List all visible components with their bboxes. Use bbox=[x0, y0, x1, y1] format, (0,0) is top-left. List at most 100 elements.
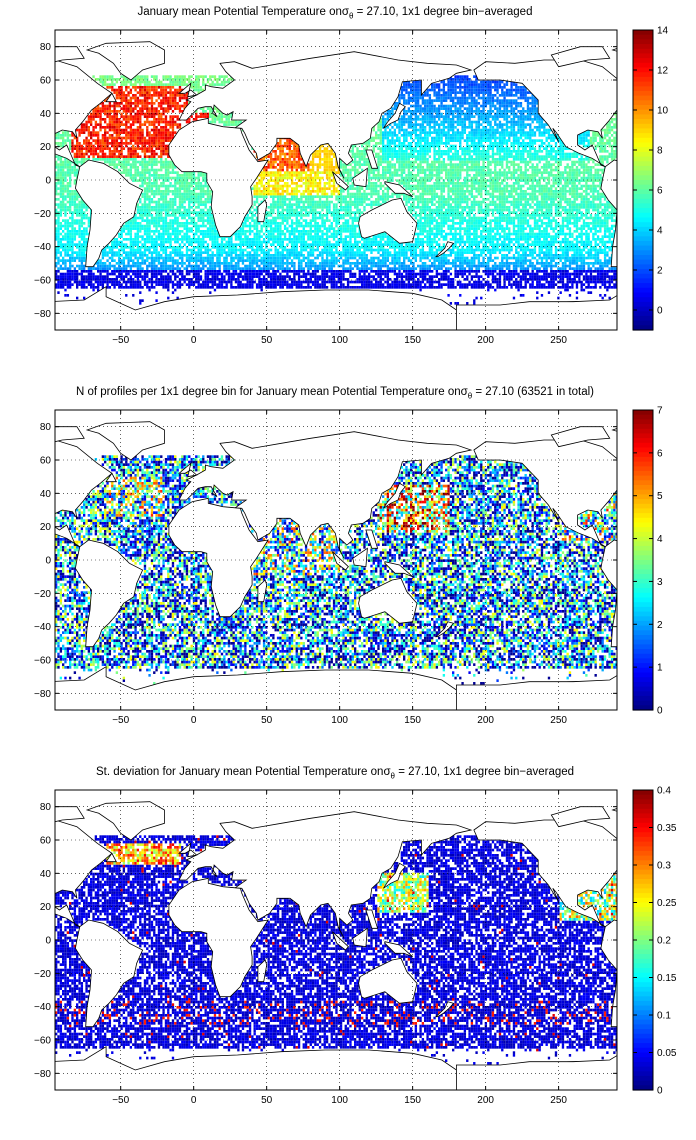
data-cell bbox=[487, 232, 490, 236]
data-cell bbox=[545, 254, 548, 257]
data-cell bbox=[188, 243, 191, 246]
data-cell bbox=[547, 235, 551, 238]
data-cell bbox=[108, 272, 112, 276]
data-cell bbox=[344, 248, 347, 252]
data-cell bbox=[442, 219, 446, 222]
data-cell bbox=[318, 254, 322, 257]
data-cell bbox=[503, 246, 506, 249]
data-cell bbox=[498, 251, 502, 254]
data-cell bbox=[174, 278, 177, 281]
data-cell bbox=[543, 270, 546, 273]
data-cell bbox=[613, 286, 616, 289]
data-cell bbox=[475, 246, 478, 249]
data-cell bbox=[601, 283, 604, 286]
data-cell bbox=[197, 224, 200, 228]
data-cell bbox=[449, 283, 453, 286]
data-cell bbox=[197, 267, 200, 270]
data-cell bbox=[473, 224, 476, 228]
data-cell bbox=[440, 232, 443, 236]
data-cell bbox=[153, 222, 156, 225]
data-cell bbox=[97, 267, 100, 270]
data-cell bbox=[220, 238, 224, 241]
data-cell bbox=[526, 267, 530, 270]
data-cell bbox=[335, 235, 338, 238]
data-cell bbox=[538, 227, 541, 230]
data-cell bbox=[466, 246, 469, 249]
data-cell bbox=[346, 262, 350, 265]
title-rest: = 27.10, 1x1 degree bin−averaged bbox=[353, 6, 533, 18]
data-cell bbox=[267, 240, 270, 244]
data-cell bbox=[517, 216, 520, 220]
data-cell bbox=[559, 256, 562, 260]
data-cell bbox=[487, 286, 490, 289]
data-cell bbox=[248, 262, 252, 265]
data-cell bbox=[106, 270, 109, 273]
data-cell bbox=[552, 254, 555, 257]
data-cell bbox=[136, 230, 140, 233]
data-cell bbox=[330, 246, 333, 249]
data-cell bbox=[297, 256, 301, 260]
data-cell bbox=[146, 275, 149, 278]
data-cell bbox=[197, 246, 200, 249]
data-cell bbox=[466, 251, 469, 254]
data-cell bbox=[188, 286, 191, 289]
data-cell bbox=[585, 232, 588, 236]
data-cell bbox=[484, 222, 488, 225]
data-cell bbox=[356, 254, 359, 257]
data-cell bbox=[342, 248, 345, 252]
data-cell bbox=[300, 259, 303, 262]
data-cell bbox=[610, 227, 614, 230]
data-cell bbox=[85, 280, 88, 284]
data-cell bbox=[480, 238, 483, 241]
data-cell bbox=[440, 283, 443, 286]
data-cell bbox=[118, 275, 121, 278]
data-cell bbox=[59, 224, 63, 228]
data-cell bbox=[445, 214, 448, 217]
data-cell bbox=[459, 219, 462, 222]
data-cell bbox=[146, 256, 149, 260]
data-cell bbox=[115, 280, 119, 284]
data-cell bbox=[199, 230, 203, 233]
data-cell bbox=[354, 251, 357, 254]
data-cell bbox=[564, 254, 567, 257]
data-cell bbox=[143, 248, 147, 252]
data-cell bbox=[325, 280, 329, 284]
data-cell bbox=[601, 264, 604, 268]
data-cell bbox=[445, 256, 448, 260]
data-cell bbox=[372, 264, 375, 268]
data-cell bbox=[323, 248, 326, 252]
data-cell bbox=[87, 216, 91, 220]
data-cell bbox=[384, 248, 387, 252]
data-cell bbox=[178, 286, 182, 289]
data-cell bbox=[510, 275, 513, 278]
data-cell bbox=[370, 262, 373, 265]
data-cell bbox=[190, 219, 193, 222]
data-cell bbox=[496, 286, 499, 289]
data-cell bbox=[283, 219, 287, 222]
data-cell bbox=[442, 264, 446, 268]
data-cell bbox=[101, 254, 105, 257]
data-cell bbox=[403, 256, 406, 260]
data-cell bbox=[143, 227, 147, 230]
data-cell bbox=[398, 251, 401, 254]
data-cell bbox=[496, 280, 499, 284]
data-cell bbox=[554, 270, 558, 273]
data-cell bbox=[279, 259, 282, 262]
data-cell bbox=[129, 246, 133, 249]
data-cell bbox=[258, 246, 261, 249]
data-cell bbox=[211, 254, 214, 257]
data-cell bbox=[332, 264, 336, 268]
data-cell bbox=[428, 227, 432, 230]
data-cell bbox=[610, 270, 614, 273]
data-cell bbox=[386, 272, 390, 276]
data-cell bbox=[57, 283, 60, 286]
data-cell bbox=[281, 275, 284, 278]
data-cell bbox=[216, 248, 219, 252]
data-cell bbox=[246, 264, 249, 268]
data-cell bbox=[533, 238, 537, 241]
data-cell bbox=[459, 286, 462, 289]
data-cell bbox=[454, 216, 457, 220]
data-cell bbox=[568, 214, 572, 217]
data-cell bbox=[545, 275, 548, 278]
data-cell bbox=[363, 256, 366, 260]
